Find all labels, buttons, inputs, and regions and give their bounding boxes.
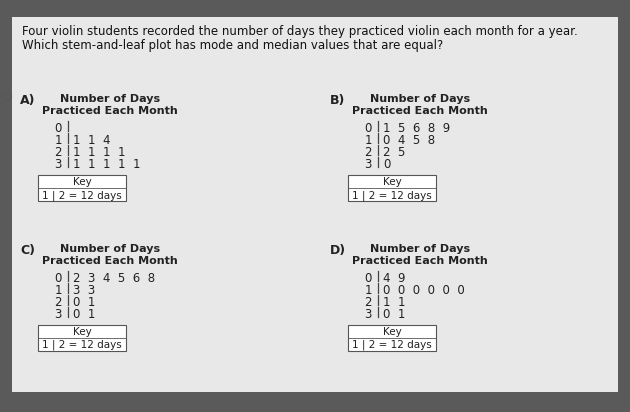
Text: Key: Key (382, 177, 401, 187)
Text: 1  1  1  1  1: 1 1 1 1 1 (73, 158, 140, 171)
Text: 1 | 2 = 12 days: 1 | 2 = 12 days (42, 190, 122, 201)
Bar (348, 325, 436, 351)
Text: 0  1: 0 1 (383, 308, 405, 321)
Bar (348, 175, 436, 201)
Text: 1 | 2 = 12 days: 1 | 2 = 12 days (352, 190, 432, 201)
Text: Which stem-and-leaf plot has mode and median values that are equal?: Which stem-and-leaf plot has mode and me… (22, 39, 444, 52)
Text: 0: 0 (383, 158, 391, 171)
Text: Four violin students recorded the number of days they practiced violin each mont: Four violin students recorded the number… (22, 25, 578, 38)
Text: Practiced Each Month: Practiced Each Month (42, 106, 178, 116)
Text: Number of Days: Number of Days (370, 244, 470, 254)
Text: 3: 3 (365, 158, 372, 171)
Text: 0: 0 (365, 272, 372, 285)
Text: 0: 0 (55, 122, 62, 135)
Text: 2: 2 (55, 146, 62, 159)
Text: Key: Key (72, 327, 91, 337)
Text: Number of Days: Number of Days (60, 94, 160, 104)
Bar (38, 325, 126, 351)
Text: Number of Days: Number of Days (370, 94, 470, 104)
Text: 0: 0 (55, 272, 62, 285)
Text: 3  3: 3 3 (73, 284, 95, 297)
Text: 1  1  4: 1 1 4 (73, 134, 110, 147)
Bar (38, 175, 126, 201)
Text: ○: ○ (3, 90, 12, 100)
Text: Practiced Each Month: Practiced Each Month (352, 256, 488, 266)
Text: 1  1: 1 1 (383, 296, 406, 309)
Text: D): D) (330, 244, 346, 257)
Text: 1: 1 (365, 284, 372, 297)
Text: Practiced Each Month: Practiced Each Month (352, 106, 488, 116)
Text: 0  1: 0 1 (73, 296, 95, 309)
Text: 1: 1 (55, 134, 62, 147)
Text: 2: 2 (365, 146, 372, 159)
Text: 1 | 2 = 12 days: 1 | 2 = 12 days (352, 340, 432, 351)
Text: 0  1: 0 1 (73, 308, 95, 321)
Text: 2: 2 (365, 296, 372, 309)
Text: C): C) (20, 244, 35, 257)
Text: 3: 3 (55, 308, 62, 321)
Text: 3: 3 (365, 308, 372, 321)
Text: Key: Key (382, 327, 401, 337)
Text: 0  4  5  8: 0 4 5 8 (383, 134, 435, 147)
Text: 2  5: 2 5 (383, 146, 405, 159)
Text: 1  1  1  1: 1 1 1 1 (73, 146, 125, 159)
Text: 1: 1 (55, 284, 62, 297)
Text: 2: 2 (55, 296, 62, 309)
Text: 1 | 2 = 12 days: 1 | 2 = 12 days (42, 340, 122, 351)
Text: 1  5  6  8  9: 1 5 6 8 9 (383, 122, 450, 135)
Text: B): B) (330, 94, 345, 107)
Text: 2  3  4  5  6  8: 2 3 4 5 6 8 (73, 272, 155, 285)
Text: 4  9: 4 9 (383, 272, 406, 285)
Text: A): A) (20, 94, 35, 107)
Text: 0  0  0  0  0  0: 0 0 0 0 0 0 (383, 284, 465, 297)
Text: Practiced Each Month: Practiced Each Month (42, 256, 178, 266)
Text: Number of Days: Number of Days (60, 244, 160, 254)
Text: 1: 1 (365, 134, 372, 147)
Text: Key: Key (72, 177, 91, 187)
Text: 3: 3 (55, 158, 62, 171)
Text: 0: 0 (365, 122, 372, 135)
